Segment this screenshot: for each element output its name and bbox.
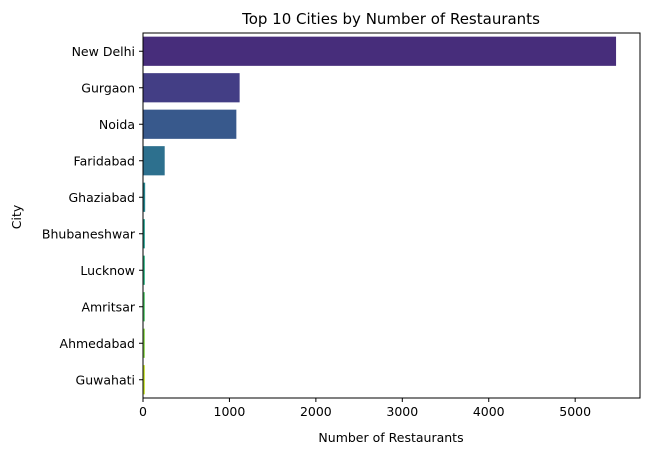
bar-noida (143, 109, 237, 139)
x-tick-label-4000: 4000 (473, 404, 505, 419)
bar-gurgaon (143, 73, 240, 103)
x-tick-label-3000: 3000 (386, 404, 418, 419)
x-tick-label-1000: 1000 (214, 404, 246, 419)
x-axis-label: Number of Restaurants (318, 430, 463, 445)
y-axis-ticks: New Delhi Gurgaon Noida Faridabad Ghaziabad B… (42, 44, 143, 387)
x-axis-ticks: 0 1000 2000 3000 4000 5000 (139, 398, 591, 419)
y-tick-label-new-delhi: New Delhi (72, 44, 135, 59)
bar-faridabad (143, 146, 165, 176)
y-tick-label-guwahati: Guwahati (76, 372, 135, 387)
y-tick-label-faridabad: Faridabad (74, 153, 135, 168)
bar-group (143, 36, 617, 395)
y-tick-label-gurgaon: Gurgaon (81, 80, 135, 95)
x-tick-label-0: 0 (139, 404, 147, 419)
x-tick-label-5000: 5000 (559, 404, 591, 419)
bar-guwahati (143, 365, 145, 395)
bar-amritsar (143, 292, 145, 322)
x-tick-label-2000: 2000 (300, 404, 332, 419)
y-axis-label: City (9, 204, 24, 229)
y-tick-label-amritsar: Amritsar (81, 299, 135, 314)
y-tick-label-lucknow: Lucknow (80, 263, 135, 278)
bar-lucknow (143, 255, 145, 285)
bar-ahmedabad (143, 328, 145, 358)
y-tick-label-bhubaneshwar: Bhubaneshwar (42, 226, 136, 241)
y-tick-label-ghaziabad: Ghaziabad (69, 190, 136, 205)
bar-ghaziabad (143, 182, 146, 212)
bar-new-delhi (143, 36, 617, 66)
y-tick-label-noida: Noida (99, 117, 135, 132)
plot-frame (142, 32, 641, 399)
chart-title: Top 10 Cities by Number of Restaurants (241, 10, 540, 28)
bar-bhubaneshwar (143, 219, 145, 249)
y-tick-label-ahmedabad: Ahmedabad (60, 336, 135, 351)
